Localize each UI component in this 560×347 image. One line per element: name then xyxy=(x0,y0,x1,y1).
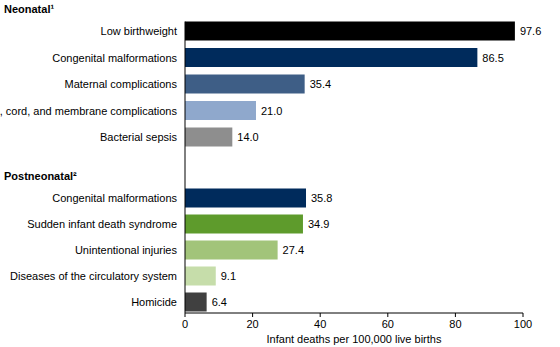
category-label: Congenital malformations xyxy=(52,192,177,204)
data-label: 9.1 xyxy=(221,270,236,282)
tick-label: 40 xyxy=(314,318,326,330)
tick xyxy=(320,313,321,317)
bar xyxy=(185,293,207,312)
tick xyxy=(455,313,456,317)
bar xyxy=(185,101,256,120)
bar xyxy=(185,22,515,41)
bars xyxy=(185,22,515,147)
category-label: Maternal complications xyxy=(65,78,178,90)
category-label: Bacterial sepsis xyxy=(100,131,178,143)
data-label: 35.8 xyxy=(311,192,332,204)
bar xyxy=(185,241,278,260)
category-label: Low birthweight xyxy=(101,25,177,37)
data-label: 6.4 xyxy=(212,296,227,308)
chart-root: Neonatal¹ Low birthweight 97.6 Congenital m… xyxy=(0,0,560,347)
bar xyxy=(185,75,305,94)
tick-label: 80 xyxy=(449,318,461,330)
data-label: 14.0 xyxy=(237,131,258,143)
bar xyxy=(185,48,477,67)
chart: Neonatal¹ Low birthweight 97.6 Congenital m… xyxy=(0,0,560,347)
axis-label: Infant deaths per 100,000 live births xyxy=(267,333,442,345)
data-label: 97.6 xyxy=(520,25,541,37)
category-label: Diseases of the circulatory system xyxy=(10,270,177,282)
tick-label: 20 xyxy=(246,318,258,330)
bar xyxy=(185,215,303,234)
tick-label: 60 xyxy=(382,318,394,330)
tick xyxy=(387,313,388,317)
tick xyxy=(523,313,524,317)
category-label: Unintentional injuries xyxy=(75,244,178,256)
group-title: Postneonatal² xyxy=(4,170,77,182)
data-label: 27.4 xyxy=(283,244,304,256)
tick xyxy=(252,313,253,317)
data-label: 86.5 xyxy=(482,52,503,64)
data-label: 34.9 xyxy=(308,218,329,230)
category-label: Sudden infant death syndrome xyxy=(27,218,177,230)
category-label: Homicide xyxy=(131,296,177,308)
group-title: Neonatal¹ xyxy=(4,3,54,15)
category-axis xyxy=(185,22,186,314)
category-label: Congenital malformations xyxy=(52,52,177,64)
tick xyxy=(185,313,186,317)
tick-label: 100 xyxy=(514,318,532,330)
category-label: Placenta, cord, and membrane complicatio… xyxy=(0,105,177,117)
bar xyxy=(185,267,216,286)
bar xyxy=(185,128,232,147)
value-axis xyxy=(185,313,523,314)
data-label: 35.4 xyxy=(310,78,331,90)
bars xyxy=(185,189,306,312)
bar xyxy=(185,189,306,208)
data-label: 21.0 xyxy=(261,105,282,117)
tick-label: 0 xyxy=(182,318,188,330)
